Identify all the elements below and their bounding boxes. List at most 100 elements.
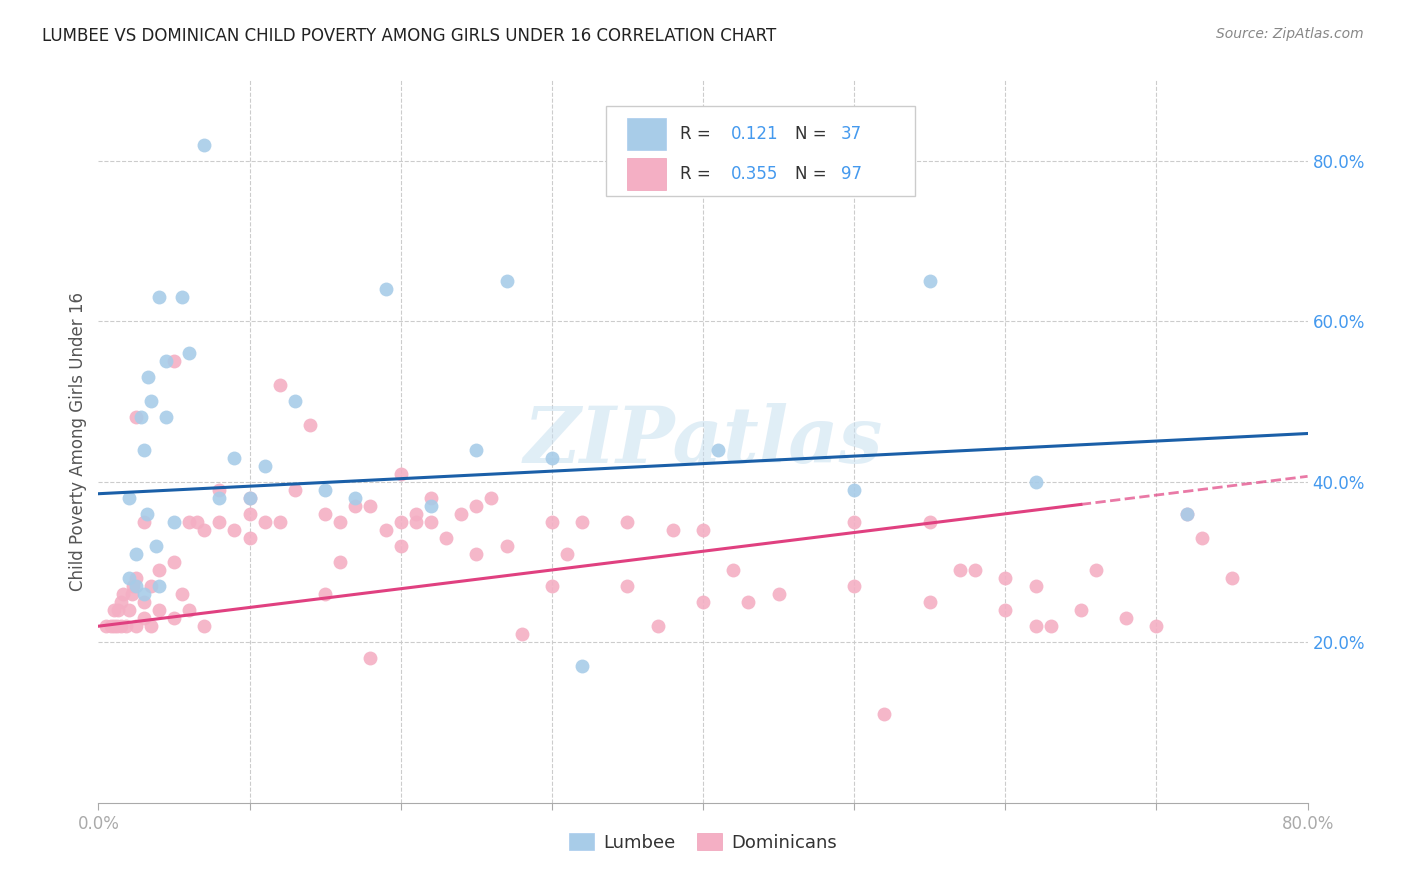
Point: [224, 523, 246, 537]
Text: Source: ZipAtlas.com: Source: ZipAtlas.com: [1216, 27, 1364, 41]
Point: [918, 595, 941, 609]
Point: [555, 547, 578, 561]
Point: [148, 290, 170, 304]
Point: [253, 458, 276, 473]
Point: [616, 515, 638, 529]
Point: [163, 555, 186, 569]
Point: [269, 515, 291, 529]
Point: [208, 483, 231, 497]
Text: R =: R =: [681, 165, 716, 183]
Point: [239, 491, 262, 505]
Text: R =: R =: [681, 125, 716, 143]
Point: [193, 523, 215, 537]
Point: [1191, 531, 1213, 545]
Point: [186, 515, 208, 529]
Point: [148, 603, 170, 617]
Point: [360, 499, 382, 513]
Point: [299, 418, 322, 433]
Point: [208, 515, 231, 529]
Point: [118, 491, 141, 505]
FancyBboxPatch shape: [627, 158, 665, 190]
Point: [647, 619, 669, 633]
Point: [481, 491, 503, 505]
Point: [118, 571, 141, 585]
Point: [949, 563, 972, 577]
Point: [844, 515, 866, 529]
Point: [374, 282, 396, 296]
Text: 0.355: 0.355: [731, 165, 778, 183]
Point: [405, 507, 427, 521]
Text: LUMBEE VS DOMINICAN CHILD POVERTY AMONG GIRLS UNDER 16 CORRELATION CHART: LUMBEE VS DOMINICAN CHILD POVERTY AMONG …: [42, 27, 776, 45]
Point: [465, 442, 488, 457]
Point: [1070, 603, 1092, 617]
Point: [179, 515, 201, 529]
Point: [125, 410, 148, 425]
Point: [148, 563, 170, 577]
Point: [224, 450, 246, 465]
Point: [344, 491, 367, 505]
Point: [193, 619, 215, 633]
Point: [155, 410, 177, 425]
Point: [179, 603, 201, 617]
Point: [450, 507, 472, 521]
Point: [434, 531, 457, 545]
Point: [540, 579, 562, 593]
Point: [107, 603, 129, 617]
Point: [405, 515, 427, 529]
Point: [100, 619, 122, 633]
Point: [965, 563, 987, 577]
Point: [122, 579, 145, 593]
Point: [121, 587, 143, 601]
Point: [465, 499, 488, 513]
Point: [571, 659, 593, 673]
Point: [918, 274, 941, 288]
Point: [495, 539, 517, 553]
Point: [873, 707, 896, 722]
Text: ZIPatlas: ZIPatlas: [523, 403, 883, 480]
Point: [114, 619, 136, 633]
Point: [110, 619, 132, 633]
Point: [135, 507, 157, 521]
Point: [1024, 619, 1046, 633]
Point: [129, 410, 152, 425]
Point: [1085, 563, 1108, 577]
FancyBboxPatch shape: [606, 105, 915, 196]
Point: [344, 499, 367, 513]
Point: [155, 354, 177, 368]
Y-axis label: Child Poverty Among Girls Under 16: Child Poverty Among Girls Under 16: [69, 292, 87, 591]
Point: [253, 515, 276, 529]
Point: [163, 515, 186, 529]
Point: [193, 137, 215, 152]
Point: [125, 547, 148, 561]
Point: [118, 603, 141, 617]
Point: [239, 531, 262, 545]
Text: 97: 97: [841, 165, 862, 183]
Point: [571, 515, 593, 529]
Point: [540, 515, 562, 529]
Point: [510, 627, 533, 641]
Point: [94, 619, 117, 633]
Point: [329, 555, 352, 569]
Point: [495, 274, 517, 288]
Point: [1220, 571, 1243, 585]
FancyBboxPatch shape: [627, 119, 665, 150]
Point: [420, 515, 443, 529]
Point: [707, 442, 730, 457]
Point: [374, 523, 396, 537]
Point: [1175, 507, 1198, 521]
Legend: Lumbee, Dominicans: Lumbee, Dominicans: [561, 826, 845, 859]
Point: [141, 619, 163, 633]
Point: [132, 515, 155, 529]
Point: [540, 450, 562, 465]
Point: [1024, 475, 1046, 489]
Point: [420, 491, 443, 505]
Point: [132, 595, 155, 609]
Point: [1024, 579, 1046, 593]
Point: [918, 515, 941, 529]
Point: [844, 579, 866, 593]
Point: [314, 587, 336, 601]
Point: [110, 595, 132, 609]
Point: [125, 571, 148, 585]
Point: [141, 579, 163, 593]
Point: [179, 346, 201, 360]
